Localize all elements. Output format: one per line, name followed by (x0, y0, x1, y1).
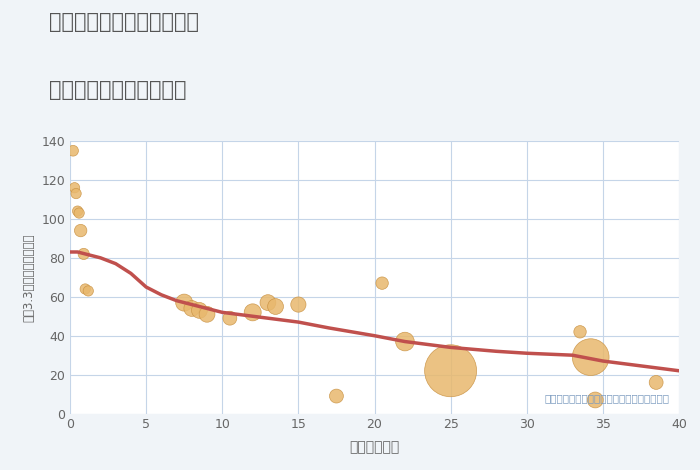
Point (247, 309, 258, 316)
Point (262, 299, 274, 306)
Point (74, 209, 85, 217)
Point (445, 367, 456, 375)
Point (589, 396, 601, 404)
Point (575, 328, 586, 336)
Point (399, 338, 410, 345)
Point (194, 306, 205, 314)
Point (71, 190, 82, 197)
Point (69, 184, 80, 191)
Point (83, 287, 94, 295)
Point (75, 227, 86, 235)
Point (224, 314, 235, 322)
Text: 円の大きさは、取引のあった物件面積を示す: 円の大きさは、取引のあった物件面積を示す (545, 393, 670, 403)
Point (78, 250, 90, 258)
Y-axis label: 坪（3.3㎡）単価（万円）: 坪（3.3㎡）単価（万円） (22, 233, 36, 321)
Point (377, 279, 388, 287)
Point (650, 379, 662, 386)
Point (585, 353, 596, 361)
Point (293, 301, 304, 308)
Point (67, 147, 78, 155)
Point (202, 311, 213, 318)
Point (80, 285, 91, 293)
Text: 兵庫県姫路市大塩町汐咲の: 兵庫県姫路市大塩町汐咲の (49, 12, 199, 32)
Point (72, 207, 83, 215)
Point (178, 299, 190, 306)
Point (186, 305, 197, 312)
X-axis label: 築年数（年）: 築年数（年） (349, 440, 400, 454)
Point (331, 392, 342, 400)
Point (270, 303, 281, 310)
Text: 築年数別中古戸建て価格: 築年数別中古戸建て価格 (49, 80, 186, 100)
